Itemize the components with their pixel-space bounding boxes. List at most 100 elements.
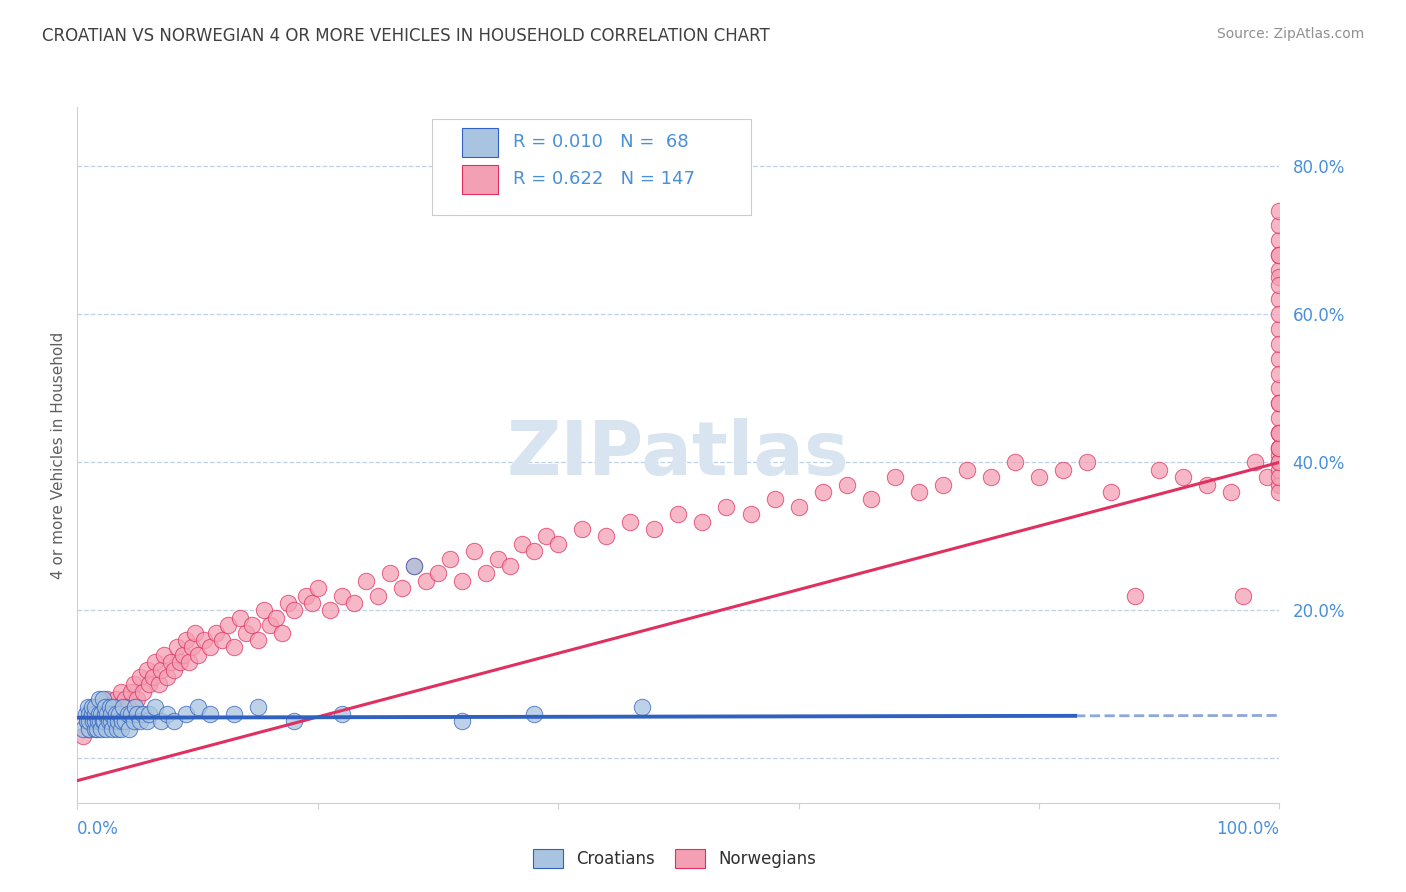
Point bbox=[79, 722, 101, 736]
Point bbox=[80, 706, 103, 721]
Point bbox=[103, 699, 125, 714]
Point bbox=[97, 714, 120, 729]
Point bbox=[1123, 589, 1146, 603]
Point bbox=[1076, 455, 1098, 469]
Point bbox=[235, 625, 257, 640]
Point bbox=[956, 463, 979, 477]
Point bbox=[1268, 455, 1291, 469]
Point bbox=[117, 706, 139, 721]
Point bbox=[111, 706, 134, 721]
Point bbox=[91, 692, 114, 706]
Point bbox=[84, 722, 107, 736]
Point bbox=[162, 663, 184, 677]
Point bbox=[100, 706, 122, 721]
Point bbox=[283, 603, 305, 617]
Point bbox=[499, 558, 522, 573]
Point bbox=[1268, 293, 1291, 307]
Point bbox=[160, 655, 183, 669]
Point bbox=[1268, 411, 1291, 425]
Point bbox=[402, 558, 425, 573]
Point bbox=[93, 714, 115, 729]
Point bbox=[439, 551, 461, 566]
Point bbox=[716, 500, 738, 514]
Point bbox=[330, 706, 353, 721]
Point bbox=[1268, 203, 1291, 218]
Text: ZIPatlas: ZIPatlas bbox=[508, 418, 849, 491]
Point bbox=[198, 706, 221, 721]
Point bbox=[1099, 484, 1122, 499]
Point bbox=[84, 699, 107, 714]
Point bbox=[319, 603, 342, 617]
Text: 0.0%: 0.0% bbox=[77, 820, 120, 838]
Point bbox=[153, 648, 176, 662]
Point bbox=[111, 714, 134, 729]
Point bbox=[451, 574, 474, 588]
Point bbox=[811, 484, 834, 499]
Point bbox=[72, 729, 94, 743]
Point bbox=[138, 677, 160, 691]
Point bbox=[138, 706, 160, 721]
Point bbox=[534, 529, 557, 543]
Point bbox=[1268, 448, 1291, 462]
Point bbox=[228, 611, 250, 625]
Point bbox=[1028, 470, 1050, 484]
Point bbox=[104, 692, 127, 706]
Point bbox=[259, 618, 281, 632]
Point bbox=[86, 699, 108, 714]
Point bbox=[523, 544, 546, 558]
Point bbox=[100, 714, 122, 729]
Point bbox=[932, 477, 955, 491]
Point bbox=[787, 500, 810, 514]
Text: CROATIAN VS NORWEGIAN 4 OR MORE VEHICLES IN HOUSEHOLD CORRELATION CHART: CROATIAN VS NORWEGIAN 4 OR MORE VEHICLES… bbox=[42, 27, 770, 45]
Point bbox=[1268, 441, 1291, 455]
Point bbox=[76, 714, 98, 729]
Point bbox=[354, 574, 377, 588]
Point bbox=[692, 515, 714, 529]
Point bbox=[547, 537, 569, 551]
Point bbox=[98, 699, 121, 714]
Point bbox=[91, 714, 114, 729]
Point bbox=[174, 632, 197, 647]
Point bbox=[96, 706, 118, 721]
Point bbox=[1268, 425, 1291, 440]
Point bbox=[80, 699, 103, 714]
Point bbox=[330, 589, 353, 603]
Point bbox=[1004, 455, 1026, 469]
Point bbox=[222, 706, 245, 721]
Point bbox=[1268, 463, 1291, 477]
Point bbox=[136, 663, 159, 677]
Point bbox=[101, 722, 124, 736]
Point bbox=[307, 581, 329, 595]
Point bbox=[120, 685, 142, 699]
Point bbox=[367, 589, 389, 603]
Point bbox=[107, 699, 129, 714]
Point bbox=[1268, 263, 1291, 277]
Point bbox=[79, 714, 101, 729]
Point bbox=[124, 699, 146, 714]
Point bbox=[169, 655, 191, 669]
Point bbox=[172, 648, 194, 662]
Point bbox=[1052, 463, 1074, 477]
Point bbox=[402, 558, 425, 573]
Point bbox=[100, 699, 122, 714]
Point bbox=[87, 714, 110, 729]
Point bbox=[186, 699, 209, 714]
Point bbox=[86, 722, 108, 736]
Y-axis label: 4 or more Vehicles in Household: 4 or more Vehicles in Household bbox=[51, 331, 66, 579]
Point bbox=[1268, 367, 1291, 381]
Point bbox=[198, 640, 221, 655]
FancyBboxPatch shape bbox=[432, 119, 751, 215]
Point bbox=[96, 692, 118, 706]
Point bbox=[114, 692, 136, 706]
Point bbox=[1268, 277, 1291, 292]
Point bbox=[415, 574, 437, 588]
Point bbox=[763, 492, 786, 507]
Point bbox=[77, 699, 100, 714]
Point bbox=[277, 596, 299, 610]
Point bbox=[1268, 351, 1291, 366]
Point bbox=[104, 714, 127, 729]
Point bbox=[162, 714, 184, 729]
Point bbox=[1268, 337, 1291, 351]
Point bbox=[1268, 248, 1291, 262]
Point bbox=[427, 566, 450, 581]
